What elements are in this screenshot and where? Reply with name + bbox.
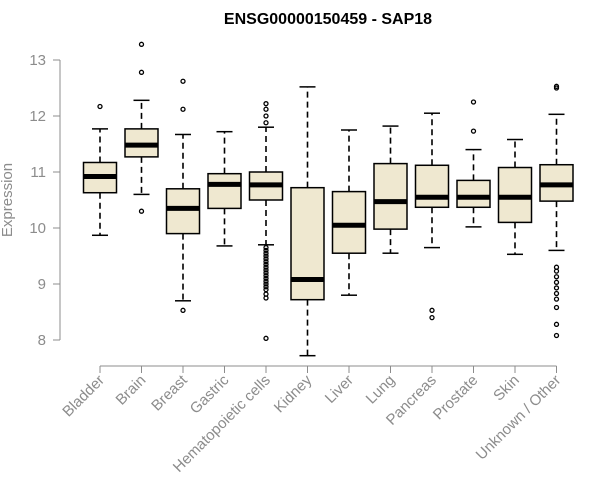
y-tick-label: 8	[38, 332, 46, 349]
chart-title: ENSG00000150459 - SAP18	[224, 11, 432, 28]
outlier-point	[263, 120, 269, 126]
outlier-point	[263, 270, 269, 276]
outlier-point	[429, 307, 435, 313]
outlier-point	[429, 314, 435, 321]
box-group	[82, 103, 118, 237]
outlier-point	[553, 304, 560, 311]
box-group	[165, 78, 201, 313]
outlier-point	[263, 261, 269, 268]
box-group	[456, 99, 491, 228]
outlier-point	[180, 307, 186, 313]
outlier-point	[263, 244, 269, 251]
outlier-point	[263, 267, 269, 273]
outlier-point	[138, 208, 145, 214]
boxes-layer	[82, 41, 574, 357]
outlier-point	[263, 101, 269, 107]
outlier-point	[263, 286, 269, 293]
y-axis: 8 9 10 11 12 13	[29, 52, 61, 349]
outlier-point	[553, 83, 560, 89]
outlier-point	[138, 41, 145, 47]
x-tick-label: Lung	[363, 372, 399, 408]
box-group	[124, 41, 159, 214]
outlier-point	[263, 258, 269, 265]
iqr-box	[373, 162, 408, 230]
outlier-point	[263, 264, 269, 270]
outlier-point	[97, 103, 103, 110]
iqr-box	[165, 188, 201, 235]
x-tick-label: Prostate	[430, 372, 482, 424]
x-tick-label: Liver	[322, 372, 357, 407]
outlier-point	[263, 256, 269, 262]
outlier-point	[263, 278, 269, 284]
outlier-point	[553, 285, 560, 291]
outlier-point	[553, 290, 560, 297]
box-group	[248, 101, 284, 341]
box-group	[497, 138, 533, 256]
box-group	[290, 86, 325, 357]
outlier-point	[263, 253, 269, 259]
outlier-point	[470, 128, 477, 134]
outlier-point	[180, 78, 186, 84]
outlier-point	[263, 275, 269, 282]
box-group	[539, 83, 574, 339]
outlier-point	[263, 250, 269, 256]
y-tick-label: 10	[29, 220, 46, 237]
iqr-box	[414, 164, 450, 209]
outlier-point	[263, 247, 269, 254]
x-tick-label: Brain	[113, 372, 150, 409]
outlier-point	[553, 264, 560, 270]
outlier-point	[263, 335, 269, 341]
outlier-point	[470, 99, 477, 105]
y-tick-label: 11	[30, 164, 46, 181]
outlier-point	[263, 106, 269, 112]
x-tick-label: Bladder	[59, 372, 108, 421]
x-tick-label: Skin	[490, 372, 523, 405]
outlier-point	[553, 332, 560, 339]
y-axis-label: Expression	[0, 163, 16, 237]
outlier-point	[553, 279, 560, 285]
iqr-box	[456, 179, 491, 209]
outlier-point	[263, 291, 269, 297]
outlier-point	[553, 274, 560, 280]
iqr-box	[207, 172, 242, 210]
iqr-box	[331, 190, 367, 254]
box-group	[414, 112, 450, 321]
outlier-point	[553, 321, 560, 327]
box-group	[207, 130, 242, 247]
outlier-point	[263, 281, 269, 287]
outlier-point	[263, 284, 269, 290]
box-group	[331, 129, 367, 296]
outlier-point	[553, 296, 560, 302]
outlier-point	[263, 113, 269, 119]
outlier-point	[263, 272, 269, 279]
x-tick-label: Breast	[148, 371, 191, 414]
box-group	[373, 125, 408, 254]
outlier-point	[138, 69, 145, 75]
y-tick-label: 12	[29, 108, 46, 125]
x-tick-label: Kidney	[271, 371, 316, 416]
y-tick-label: 9	[38, 276, 46, 293]
outlier-point	[180, 106, 186, 112]
iqr-box	[290, 186, 325, 301]
y-tick-label: 13	[29, 52, 46, 69]
